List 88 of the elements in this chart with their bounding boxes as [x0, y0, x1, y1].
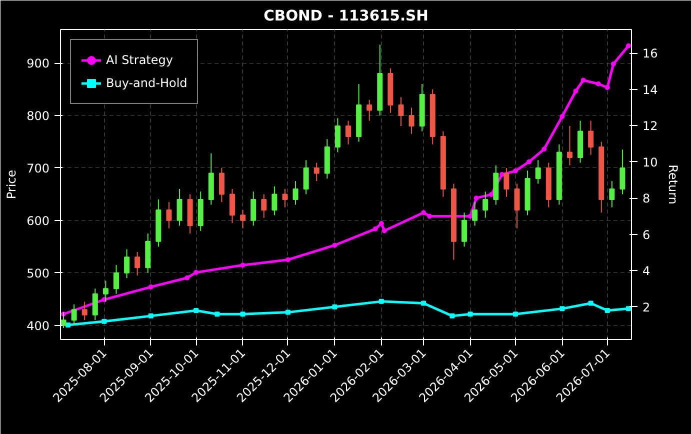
point	[285, 310, 290, 315]
candlestick	[261, 194, 267, 218]
point	[148, 313, 154, 318]
candlestick	[334, 118, 340, 153]
point	[512, 312, 518, 317]
candlestick	[229, 188, 236, 224]
candlestick	[303, 160, 309, 195]
candlestick	[176, 188, 182, 226]
candlestick	[514, 183, 520, 229]
candlestick	[535, 160, 541, 184]
y-tick-label: 400	[26, 318, 50, 333]
candlestick	[92, 288, 98, 321]
point	[382, 228, 387, 234]
y2-axis-title: Return	[666, 164, 680, 204]
candlestick	[124, 248, 130, 279]
y2-tick-label: 16	[642, 46, 658, 61]
point	[66, 322, 71, 328]
candlestick	[366, 99, 372, 122]
candlestick	[398, 96, 404, 127]
point	[488, 192, 494, 197]
candlestick	[346, 120, 352, 145]
point	[240, 262, 246, 268]
y-tick-label: 800	[26, 109, 50, 124]
point	[626, 43, 631, 48]
y2-tick-label: 14	[642, 82, 658, 97]
y2-tick-label: 4	[642, 264, 650, 278]
candlestick	[134, 251, 140, 276]
chart-title: CBOND - 113615.SH	[264, 8, 428, 24]
candlestick	[166, 202, 172, 229]
point	[604, 85, 610, 90]
candlestick	[292, 180, 298, 206]
point	[588, 300, 594, 306]
point	[148, 284, 154, 290]
point	[512, 168, 518, 174]
legend-label: Buy-and-Hold	[106, 76, 188, 90]
y-axis-title: Price	[4, 170, 19, 200]
y2-tick-label: 2	[642, 300, 650, 314]
point	[573, 88, 578, 94]
point	[421, 300, 426, 306]
point	[378, 220, 384, 226]
candlestick	[113, 264, 120, 294]
point	[450, 313, 455, 318]
point	[285, 257, 290, 262]
point	[542, 146, 547, 152]
candlestick	[408, 107, 414, 134]
point	[214, 312, 220, 317]
point	[372, 226, 378, 232]
point	[526, 159, 532, 164]
point	[610, 61, 616, 66]
candlestick	[566, 126, 572, 166]
point	[194, 308, 199, 313]
candlestick	[620, 149, 626, 195]
point	[580, 78, 586, 83]
point	[240, 312, 246, 317]
point	[378, 298, 384, 304]
candlestick	[240, 209, 246, 229]
candlestick	[588, 120, 594, 156]
candlestick	[609, 180, 615, 208]
y2-tick-label: 6	[642, 228, 650, 242]
y-tick-label: 500	[26, 266, 50, 280]
point	[596, 81, 601, 86]
y-tick-label: 700	[26, 161, 50, 176]
y-tick-label: 600	[26, 214, 50, 228]
candlestick	[82, 301, 88, 321]
point	[427, 214, 432, 219]
point	[332, 304, 338, 310]
y2-tick-label: 8	[642, 192, 650, 206]
candlestick	[282, 188, 288, 208]
point	[604, 308, 610, 313]
point	[184, 275, 190, 280]
point	[332, 242, 338, 248]
candlestick	[218, 167, 224, 203]
point	[468, 312, 473, 317]
candlestick	[272, 186, 278, 216]
candlestick	[314, 162, 320, 182]
point	[560, 306, 565, 312]
point	[102, 318, 107, 324]
y2-tick-label: 10	[642, 155, 658, 170]
point	[499, 172, 504, 178]
legend-label: AI Strategy	[106, 53, 173, 67]
point	[194, 270, 199, 275]
y2-tick-label: 12	[642, 119, 658, 134]
point	[474, 196, 479, 201]
candlestick	[250, 191, 256, 226]
point	[626, 306, 631, 312]
point	[560, 114, 565, 120]
y-tick-label: 900	[26, 56, 50, 71]
point	[421, 210, 426, 216]
